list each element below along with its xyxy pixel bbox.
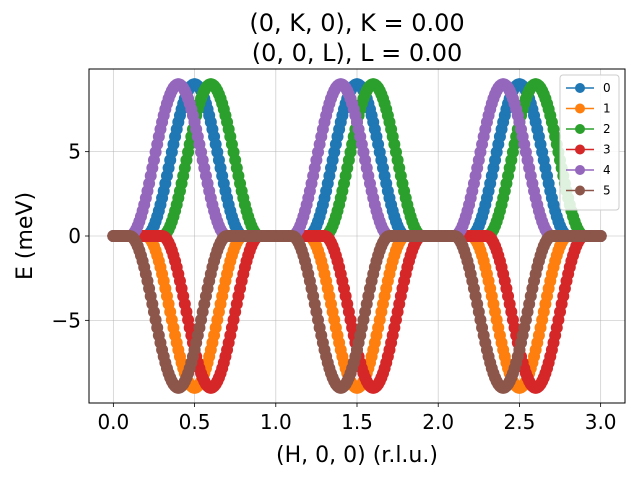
legend-label-3: 3	[603, 143, 611, 157]
x-tick-label: 1.5	[341, 410, 373, 434]
legend-marker-3	[575, 144, 585, 155]
x-axis-label: (H, 0, 0) (r.l.u.)	[276, 443, 438, 468]
data-point-5	[594, 230, 607, 242]
y-tick-label: 5	[68, 140, 81, 164]
legend-label-4: 4	[603, 163, 611, 177]
chart-title-line2: (0, 0, L), L = 0.00	[252, 39, 463, 67]
legend-marker-0	[575, 83, 585, 93]
legend-marker-2	[575, 124, 585, 134]
chart-title-line1: (0, K, 0), K = 0.00	[249, 9, 464, 37]
legend-marker-1	[575, 103, 585, 114]
legend: 0 1 2 3 4 5	[559, 74, 620, 211]
legend-label-1: 1	[603, 102, 611, 116]
legend-label-0: 0	[603, 81, 611, 95]
y-tick-label: 0	[68, 224, 81, 248]
legend-marker-4	[575, 165, 585, 175]
x-tick-label: 2.0	[422, 410, 454, 434]
x-tick-label: 3.0	[585, 410, 617, 434]
x-tick-label: 0.5	[179, 410, 211, 434]
y-axis-label: E (meV)	[13, 192, 38, 280]
axis-ticks: 0.0 0.5 1.0 1.5 2.0 2.5 3.0 −5 0 5	[52, 140, 617, 434]
legend-label-5: 5	[603, 184, 611, 198]
legend-marker-5	[575, 185, 585, 196]
data-series	[107, 78, 607, 394]
x-tick-label: 1.0	[260, 410, 292, 434]
x-tick-label: 2.5	[504, 410, 536, 434]
y-tick-label: −5	[52, 308, 81, 332]
legend-label-2: 2	[603, 122, 611, 136]
x-tick-label: 0.0	[97, 410, 129, 434]
series-5	[107, 230, 607, 394]
